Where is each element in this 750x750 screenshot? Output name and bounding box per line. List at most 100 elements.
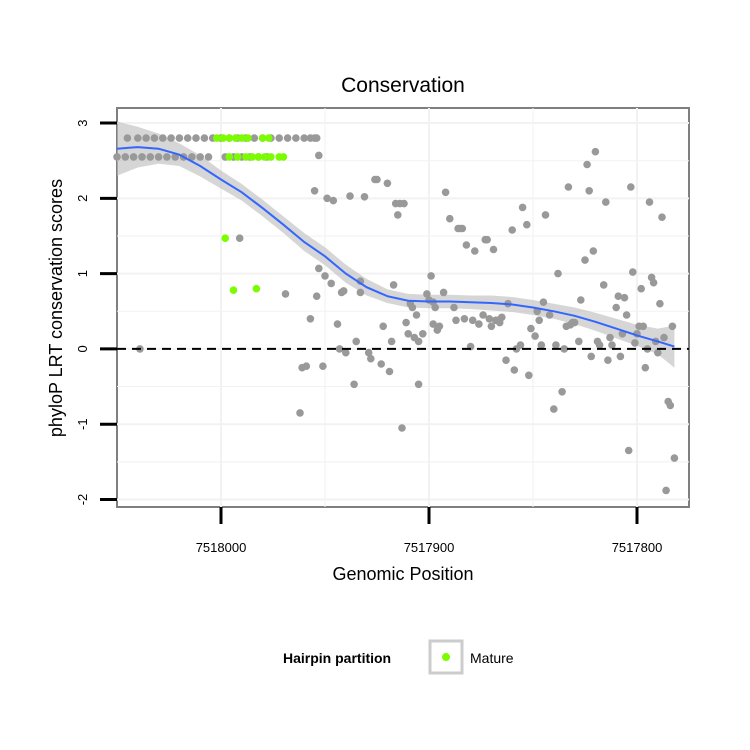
point-other bbox=[498, 313, 506, 322]
point-other bbox=[412, 311, 421, 319]
point-other bbox=[312, 292, 321, 301]
point-mature bbox=[233, 153, 242, 161]
point-other bbox=[350, 380, 358, 389]
point-other bbox=[645, 198, 654, 206]
point-other bbox=[587, 352, 595, 361]
point-other bbox=[510, 366, 519, 374]
point-mature bbox=[213, 134, 221, 142]
point-other bbox=[535, 316, 543, 325]
point-other bbox=[394, 211, 402, 219]
point-other bbox=[523, 220, 531, 229]
point-mature bbox=[219, 134, 227, 142]
point-other bbox=[516, 341, 525, 349]
point-other bbox=[624, 446, 633, 455]
point-other bbox=[614, 292, 623, 301]
point-other bbox=[641, 363, 650, 372]
point-other bbox=[564, 183, 573, 191]
point-other bbox=[537, 341, 546, 349]
point-other bbox=[138, 153, 146, 161]
point-other bbox=[404, 330, 413, 338]
point-mature bbox=[242, 153, 250, 161]
point-other bbox=[591, 147, 600, 156]
point-other bbox=[121, 153, 130, 161]
point-other bbox=[364, 348, 373, 357]
point-other bbox=[175, 134, 184, 142]
point-other bbox=[485, 315, 494, 323]
point-other bbox=[527, 324, 535, 333]
y-tick-label: 1 bbox=[75, 270, 90, 277]
point-other bbox=[585, 187, 593, 195]
legend-title: Hairpin partition bbox=[283, 650, 391, 666]
point-other bbox=[123, 134, 132, 142]
point-other bbox=[577, 296, 585, 304]
point-other bbox=[423, 290, 431, 298]
point-other bbox=[654, 348, 662, 357]
point-other bbox=[608, 341, 616, 349]
point-other bbox=[385, 367, 394, 376]
point-other bbox=[558, 388, 566, 396]
point-other bbox=[620, 293, 629, 302]
point-other bbox=[356, 288, 365, 297]
point-other bbox=[616, 352, 625, 361]
point-other bbox=[300, 134, 309, 142]
point-other bbox=[419, 330, 427, 338]
point-other bbox=[545, 311, 554, 319]
point-other bbox=[204, 153, 213, 161]
point-other bbox=[518, 203, 527, 212]
point-mature bbox=[265, 134, 273, 142]
point-other bbox=[283, 134, 292, 142]
point-other bbox=[612, 303, 620, 312]
point-other bbox=[302, 362, 311, 371]
y-axis-title: phyloP LRT conservation scores bbox=[46, 179, 66, 437]
point-mature bbox=[225, 134, 234, 142]
y-tick-label: 0 bbox=[75, 345, 90, 352]
point-other bbox=[502, 356, 510, 365]
point-other bbox=[631, 339, 639, 347]
point-other bbox=[154, 153, 163, 161]
point-other bbox=[595, 341, 604, 349]
point-other bbox=[389, 281, 398, 289]
point-mature bbox=[221, 234, 229, 242]
point-other bbox=[292, 134, 300, 142]
point-other bbox=[487, 322, 496, 331]
point-other bbox=[400, 199, 408, 208]
point-other bbox=[439, 288, 448, 297]
point-other bbox=[604, 356, 612, 365]
point-other bbox=[339, 287, 348, 295]
point-other bbox=[468, 316, 477, 325]
point-other bbox=[346, 192, 354, 200]
point-other bbox=[150, 134, 159, 142]
point-other bbox=[387, 337, 396, 346]
point-mature bbox=[279, 153, 288, 161]
legend-key-mature-dot bbox=[442, 653, 450, 661]
point-other bbox=[377, 360, 386, 368]
point-other bbox=[296, 409, 304, 417]
point-other bbox=[606, 333, 614, 342]
point-other bbox=[560, 345, 568, 353]
ribbon-area bbox=[117, 121, 675, 368]
chart-title: Conservation bbox=[341, 74, 465, 97]
point-other bbox=[658, 213, 666, 221]
point-other bbox=[435, 322, 444, 331]
point-other bbox=[581, 256, 589, 264]
point-other bbox=[183, 134, 192, 142]
point-other bbox=[373, 175, 381, 184]
point-other bbox=[668, 322, 677, 331]
point-other bbox=[342, 348, 350, 357]
point-other bbox=[113, 153, 121, 161]
point-other bbox=[475, 320, 483, 328]
point-other bbox=[599, 281, 608, 289]
point-other bbox=[163, 153, 171, 161]
point-other bbox=[352, 337, 361, 346]
y-tick-label: 2 bbox=[75, 195, 90, 202]
point-other bbox=[275, 134, 284, 142]
point-other bbox=[360, 193, 369, 201]
x-tick-label: 7517900 bbox=[404, 540, 455, 555]
point-other bbox=[637, 284, 645, 293]
point-other bbox=[452, 316, 460, 325]
point-other bbox=[188, 153, 196, 161]
point-mature bbox=[260, 153, 269, 161]
point-other bbox=[479, 311, 487, 319]
point-other bbox=[531, 332, 539, 340]
